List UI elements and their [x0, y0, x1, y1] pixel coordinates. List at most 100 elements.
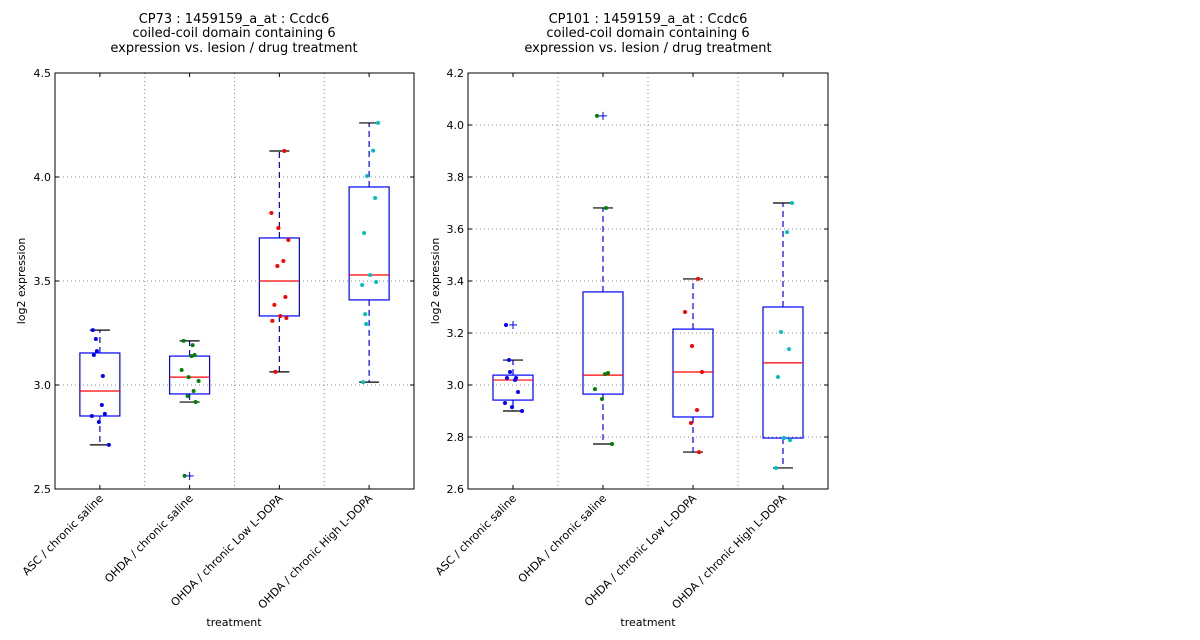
- box-iqr: [169, 355, 211, 395]
- data-point: [89, 413, 94, 418]
- data-point: [610, 442, 614, 447]
- box-1: [79, 329, 121, 446]
- data-point: [595, 113, 599, 118]
- y-tick-label: 2.5: [34, 483, 52, 496]
- data-point: [376, 120, 381, 125]
- data-point: [193, 400, 198, 405]
- data-point: [510, 405, 514, 410]
- box-iqr: [258, 237, 300, 317]
- chart-title-line-1: CP101 : 1459159_a_at : Ccdc6: [549, 12, 748, 27]
- x-tick-label: OHDA / chronic saline: [102, 492, 196, 586]
- data-point: [102, 411, 107, 416]
- data-point: [179, 368, 184, 373]
- data-point: [100, 374, 105, 379]
- data-point: [774, 465, 778, 470]
- data-point: [273, 369, 278, 374]
- data-point: [606, 371, 610, 376]
- box-iqr: [762, 306, 804, 439]
- data-point: [182, 473, 187, 478]
- chart-panel-cp73: CP73 : 1459159_a_at : Ccdc6 coiled-coil …: [15, 12, 415, 629]
- data-point: [360, 282, 365, 287]
- data-point: [689, 420, 693, 425]
- chart-title-line-2: coiled-coil domain containing 6: [132, 26, 335, 41]
- data-point: [361, 380, 366, 385]
- data-point: [593, 387, 597, 392]
- data-point: [276, 225, 281, 230]
- data-point: [281, 259, 286, 264]
- data-point: [697, 450, 701, 455]
- data-point: [690, 344, 694, 348]
- box-iqr: [492, 374, 534, 401]
- y-ticks: 2.5 3.0 3.5 4.0 4.5: [34, 67, 414, 496]
- data-point: [782, 436, 786, 441]
- data-point: [790, 201, 794, 205]
- data-point: [520, 409, 524, 413]
- data-point: [516, 390, 520, 395]
- data-point: [278, 313, 283, 318]
- y-tick-label: 4.2: [447, 67, 465, 80]
- data-point: [91, 353, 96, 358]
- data-points: [503, 113, 794, 470]
- data-points: [89, 120, 381, 478]
- data-point: [275, 264, 280, 269]
- data-point: [363, 312, 368, 317]
- y-tick-label: 4.5: [34, 67, 52, 80]
- plot-frame: [467, 72, 829, 490]
- data-point: [284, 316, 289, 321]
- data-point: [106, 442, 111, 447]
- x-axis-label: treatment: [206, 616, 262, 629]
- data-point: [695, 407, 699, 412]
- data-point: [181, 338, 186, 343]
- chart-title-line-3: expression vs. lesion / drug treatment: [524, 41, 771, 56]
- data-point: [505, 375, 509, 380]
- data-point: [286, 238, 291, 243]
- data-point: [185, 394, 190, 399]
- box-1: [492, 320, 534, 412]
- data-point: [362, 230, 367, 235]
- data-point: [189, 354, 194, 359]
- y-tick-label: 3.4: [447, 275, 465, 288]
- y-tick-label: 3.5: [34, 275, 52, 288]
- data-point: [503, 400, 507, 405]
- y-tick-label: 4.0: [447, 119, 465, 132]
- chart-title-line-1: CP73 : 1459159_a_at : Ccdc6: [139, 12, 330, 27]
- data-point: [374, 280, 379, 285]
- y-tick-label: 2.8: [447, 431, 465, 444]
- y-tick-label: 3.6: [447, 223, 465, 236]
- x-tick-label: OHDA / chronic saline: [516, 492, 610, 586]
- data-point: [196, 379, 201, 384]
- data-point: [96, 420, 101, 425]
- y-tick-label: 3.2: [447, 327, 465, 340]
- data-point: [94, 349, 99, 354]
- data-point: [776, 374, 780, 379]
- x-tick-label: ASC / chronic saline: [433, 492, 519, 578]
- data-point: [508, 370, 512, 374]
- data-point: [700, 370, 704, 374]
- box-4: [762, 202, 804, 469]
- data-point: [371, 148, 376, 153]
- data-point: [99, 402, 104, 407]
- y-tick-label: 3.8: [447, 171, 465, 184]
- data-point: [282, 149, 287, 153]
- data-point: [604, 205, 608, 210]
- chart-panel-cp101: CP101 : 1459159_a_at : Ccdc6 coiled-coil…: [429, 12, 829, 629]
- box-iqr: [79, 352, 121, 417]
- plot-frame: [54, 72, 415, 490]
- box-4: [348, 122, 390, 383]
- data-point: [283, 295, 288, 300]
- y-axis-label: log2 expression: [429, 238, 442, 325]
- data-point: [190, 343, 195, 348]
- box-2: [582, 111, 624, 445]
- data-point: [192, 353, 197, 358]
- y-axis-label: log2 expression: [15, 238, 28, 325]
- y-tick-label: 2.6: [447, 483, 465, 496]
- data-point: [186, 375, 191, 380]
- x-tick-label: ASC / chronic saline: [20, 492, 106, 578]
- data-point: [507, 358, 511, 363]
- data-point: [788, 438, 792, 443]
- grid-lines: [468, 73, 828, 489]
- box-3: [672, 278, 714, 453]
- data-point: [600, 397, 604, 402]
- data-point: [270, 318, 275, 323]
